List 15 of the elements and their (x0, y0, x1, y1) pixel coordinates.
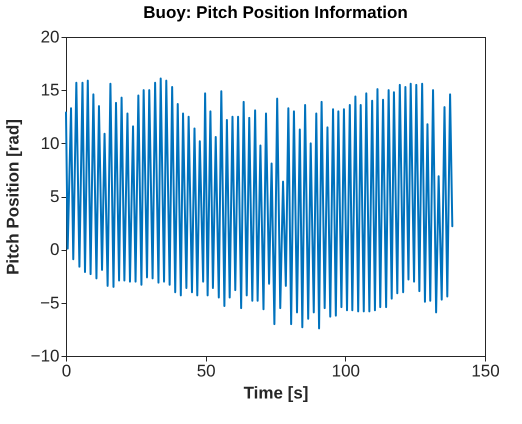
y-tick-label: 0 (50, 240, 60, 260)
x-tick-label: 0 (62, 362, 72, 380)
y-axis-title: Pitch Position [rad] (4, 119, 23, 275)
chart-title: Buoy: Pitch Position Information (143, 3, 408, 22)
x-tick-label: 150 (471, 362, 500, 380)
y-tick-label: 20 (40, 28, 60, 46)
y-tick-label: 15 (40, 80, 60, 100)
y-tick-label: 5 (50, 187, 60, 206)
line-series (65, 77, 454, 330)
y-tick-label: 10 (40, 134, 60, 153)
y-tick-label: −5 (40, 293, 60, 312)
x-tick-label: 50 (196, 362, 216, 380)
y-tick-label: −10 (30, 346, 60, 366)
x-axis-title: Time [s] (244, 384, 308, 402)
x-tick-label: 100 (332, 362, 360, 380)
